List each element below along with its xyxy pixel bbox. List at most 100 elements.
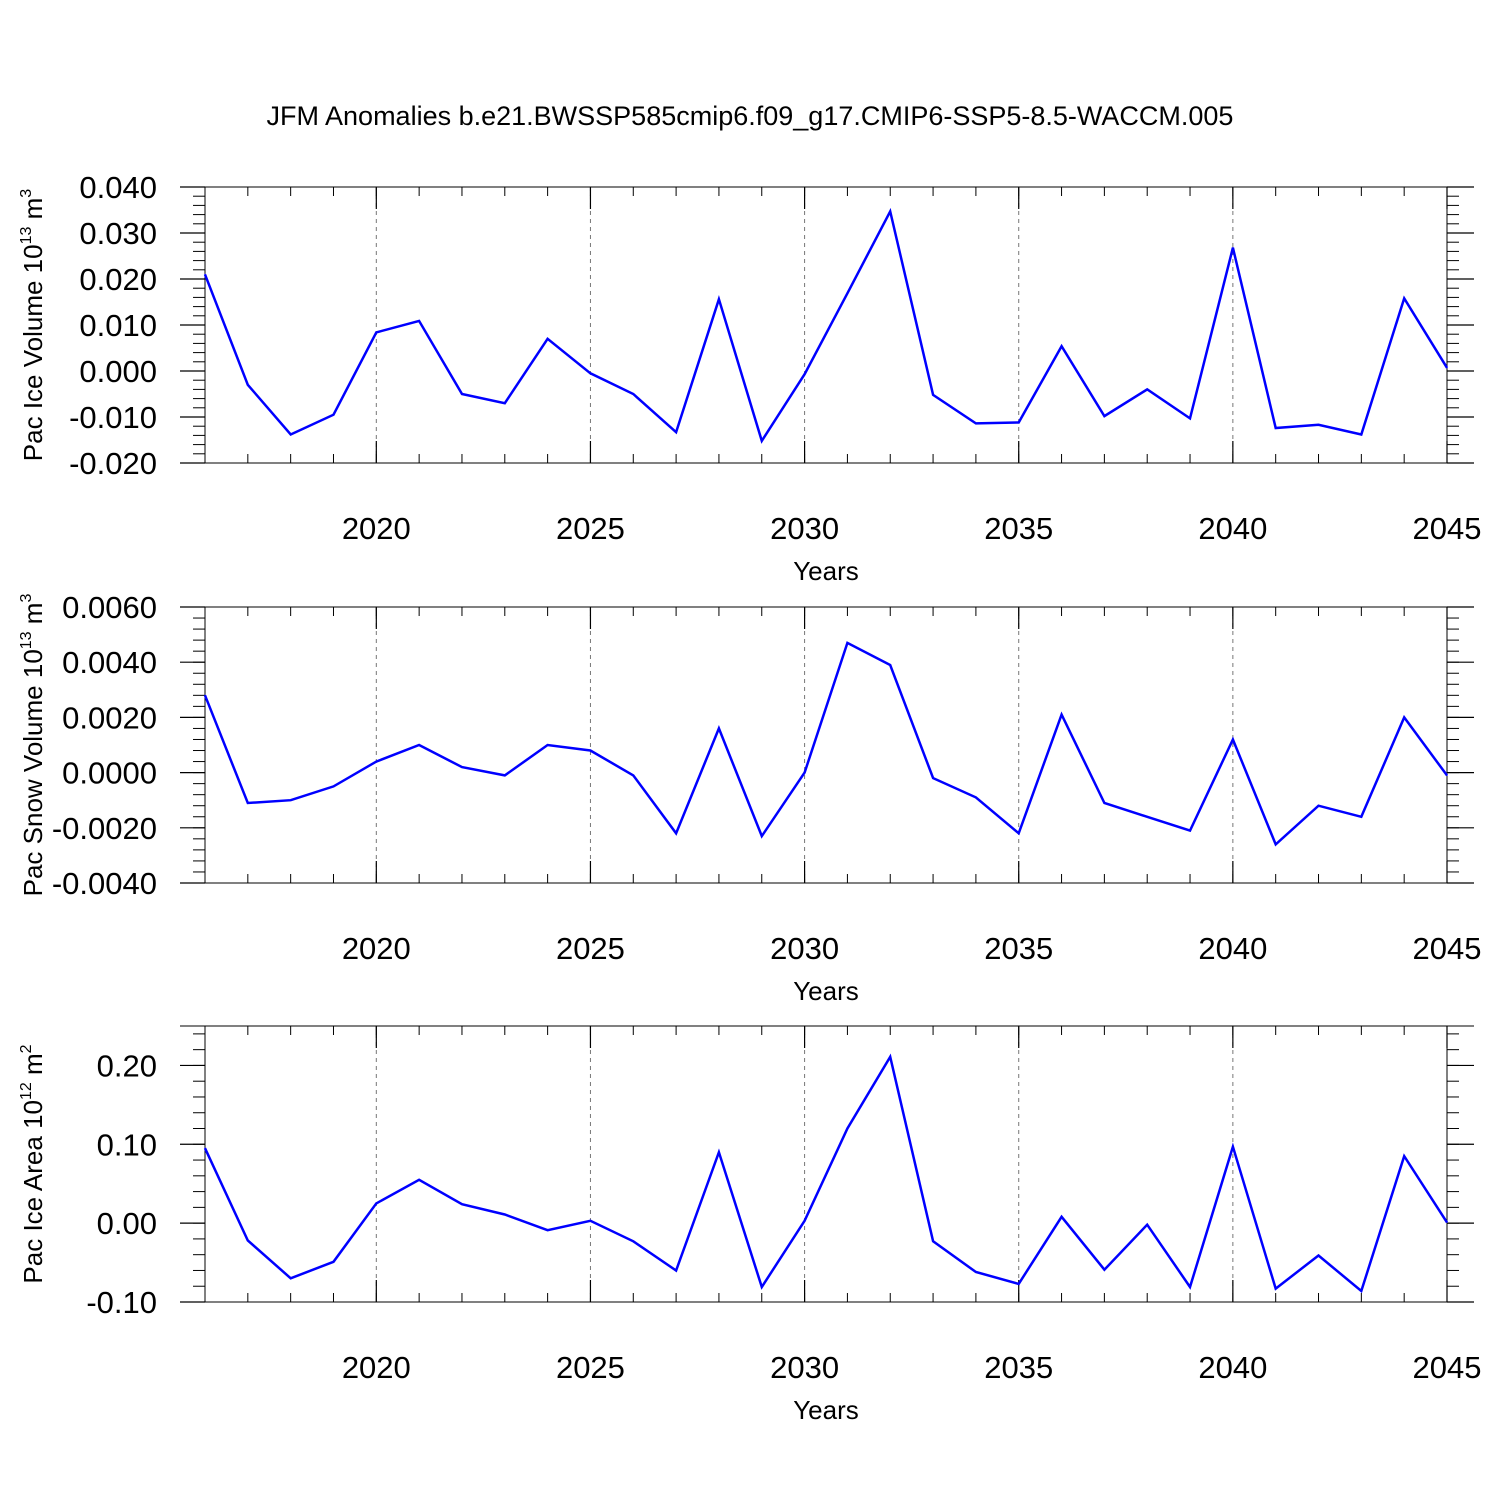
chart-snow-volume-data-point [1232,738,1234,741]
chart-snow-volume-data-point [1446,774,1448,776]
chart-ice-area-data-point [332,1261,335,1263]
chart-ice-area-data-point [375,1202,377,1205]
chart-ice-area-data-point [418,1179,420,1181]
chart-ice-volume-series-line [203,207,1449,444]
chart-ice-volume-xtick-label: 2045 [1413,511,1482,546]
chart-ice-volume-data-point [675,431,677,433]
chart-snow-volume-xtick-label: 2025 [556,931,625,966]
chart-ice-volume-data-point [1103,415,1105,417]
chart-ice-area-xtick-label: 2045 [1413,1350,1482,1385]
chart-snow-volume-data-point [332,785,335,788]
chart-snow-volume-xtick-label: 2045 [1413,931,1482,966]
chart-ice-area-xtick-label: 2040 [1198,1350,1267,1385]
chart-snow-volume-data-point [547,744,549,746]
chart-ice-volume-data-point [418,320,420,322]
chart-ice-area-data-point [1018,1283,1020,1285]
chart-snow-volume-ytick-label: 0.0060 [62,590,157,625]
chart-ice-area-data-point [290,1277,292,1279]
chart-ice-area-data-point [204,1147,206,1149]
chart-ice-volume-data-point [504,402,506,404]
chart-ice-area-data-point [632,1240,634,1242]
chart-snow-volume-data-point [975,796,977,799]
chart-snow-volume-data-point [1060,714,1063,716]
chart-ice-volume-ytick-label: 0.040 [79,170,157,205]
chart-snow-volume-ylabel: Pac Snow Volume 1013 m3 [18,594,48,897]
chart-ice-area-data-point [1275,1287,1277,1290]
chart-snow-volume-data-point [803,772,806,774]
chart-ice-volume-data-point [1189,417,1191,419]
chart-ice-area-data-point [1189,1286,1191,1288]
chart-ice-volume-ytick-label: 0.010 [79,308,157,343]
chart-ice-area-data-point [889,1056,891,1058]
chart-ice-area-data-point [1103,1269,1105,1271]
chart-ice-area-data-point [846,1127,849,1130]
chart-ice-volume-xtick-label: 2020 [342,511,411,546]
chart-ice-volume-data-point [1232,247,1234,249]
chart-snow-volume-xlabel: Years [793,976,859,1006]
chart-ice-volume-ytick-label: -0.010 [69,400,157,435]
chart-ice-volume-data-point [332,414,335,416]
chart-snow-volume-data-point [1275,843,1277,845]
chart-snow-volume-data-point [846,642,849,644]
chart-ice-volume-xtick-label: 2025 [556,511,625,546]
chart-ice-volume-data-point [803,373,806,375]
chart-ice-area-xlabel: Years [793,1395,859,1425]
chart-ice-area-data-point [1232,1146,1234,1148]
chart-ice-area-data-point [1446,1221,1448,1223]
chart-snow-volume-data-point [1403,716,1405,719]
chart-snow-volume-data-point [718,727,720,730]
chart-ice-volume-ylabel: Pac Ice Volume 1013 m3 [18,189,48,462]
figure-title: JFM Anomalies b.e21.BWSSP585cmip6.f09_g1… [267,101,1234,131]
chart-ice-area-xtick-label: 2030 [770,1350,839,1385]
chart-snow-volume-ytick-label: 0.0020 [62,700,157,735]
chart-snow-volume-data-point [461,766,463,768]
chart-ice-area-ytick-label: -0.10 [86,1285,157,1320]
chart-ice-volume-ytick-label: -0.020 [69,446,157,481]
chart-ice-area-series-line [203,1053,1449,1294]
chart-snow-volume-xtick-label: 2035 [984,931,1053,966]
chart-ice-area-ylabel: Pac Ice Area 1012 m2 [18,1044,48,1283]
chart-ice-volume-data-point [247,384,249,386]
chart-snow-volume-data-point [932,777,934,779]
chart-ice-area-data-point [932,1240,934,1242]
chart-ice-volume-ytick-label: 0.030 [79,216,157,251]
chart-snow-volume-data-point [247,802,249,804]
chart-ice-volume-data-point [889,210,891,212]
chart-ice-volume-data-point [1446,367,1448,369]
chart-ice-area-xtick-label: 2025 [556,1350,625,1385]
chart-snow-volume-data-point [204,694,206,696]
chart-ice-area-data-point [1060,1216,1063,1218]
chart-snow-volume-data-point [889,664,891,666]
chart-ice-area-data-point [761,1286,763,1288]
chart-ice-volume-data-point [290,433,292,436]
chart-ice-volume-xtick-label: 2035 [984,511,1053,546]
chart-snow-volume-data-point [761,835,763,837]
chart-snow-volume-ytick-label: -0.0040 [52,866,157,901]
chart-ice-area-data-point [675,1269,677,1272]
chart-ice-area-data-point [1317,1254,1320,1257]
chart-ice-volume-data-point [632,393,634,395]
chart-ice-volume-data-point [1360,433,1362,436]
chart-ice-volume-data-point [761,440,763,442]
chart-ice-area-data-point [504,1213,506,1216]
chart-ice-area-ytick-label: 0.10 [97,1127,157,1162]
chart-ice-area-xtick-label: 2020 [342,1350,411,1385]
chart-snow-volume-data-point [290,799,292,801]
chart-snow-volume-data-point [504,774,506,776]
chart-ice-volume-data-point [589,372,592,374]
chart-ice-volume-xlabel: Years [793,556,859,586]
chart-snow-volume-data-point [1360,816,1362,818]
chart-snow-volume-data-point [1018,832,1020,834]
chart-ice-volume-data-point [461,393,463,395]
chart-ice-volume-data-point [846,292,849,294]
chart-snow-volume-data-point [418,744,420,746]
panel-ice-volume: 2020 2025 2030 2035 2040 2045 -0.020 -0.010 0.00… [18,170,1481,586]
chart-ice-area-ytick-label: 0.00 [97,1206,157,1241]
chart-snow-volume-data-point [375,760,377,763]
chart-ice-area-data-point [718,1151,720,1153]
chart-ice-volume-data-point [375,331,377,333]
chart-ice-area-data-point [589,1220,592,1222]
chart-ice-area-ytick-label: 0.20 [97,1048,157,1083]
chart-ice-area-data-point [1146,1224,1148,1226]
